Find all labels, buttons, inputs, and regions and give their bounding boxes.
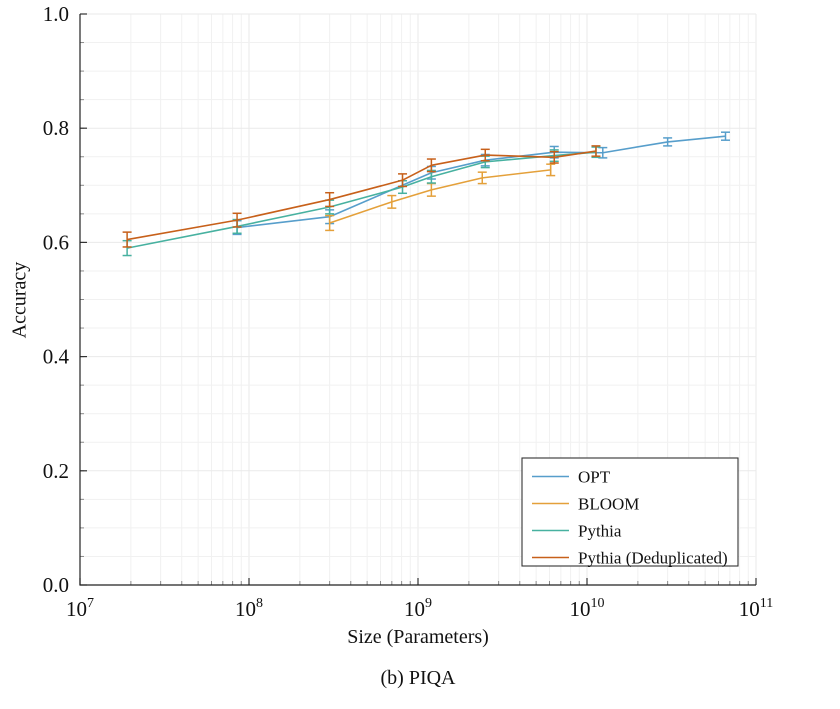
legend-label: Pythia (Deduplicated) [578, 549, 728, 568]
y-axis-label: Accuracy [8, 261, 31, 339]
y-tick-label: 0.4 [43, 345, 70, 369]
axes [79, 14, 756, 586]
legend-label: BLOOM [578, 495, 639, 514]
legend-label: Pythia [578, 522, 622, 541]
x-tick-label: 1010 [570, 596, 605, 621]
y-tick-label: 1.0 [43, 2, 69, 26]
x-axis-label: Size (Parameters) [347, 626, 489, 648]
x-tick-label: 1011 [739, 596, 773, 621]
x-tick-label: 108 [235, 596, 263, 621]
y-tick-label: 0.0 [43, 573, 69, 597]
legend-label: OPT [578, 468, 611, 487]
x-tick-label: 109 [404, 596, 432, 621]
figure-caption: (b) PIQA [380, 667, 456, 689]
y-tick-label: 0.2 [43, 459, 69, 483]
series-line [126, 150, 597, 241]
y-tick-label: 0.8 [43, 116, 69, 140]
y-tick-label: 0.6 [43, 230, 69, 254]
series-line [329, 169, 551, 224]
series-line [126, 151, 597, 249]
x-tick-label: 107 [66, 596, 94, 621]
